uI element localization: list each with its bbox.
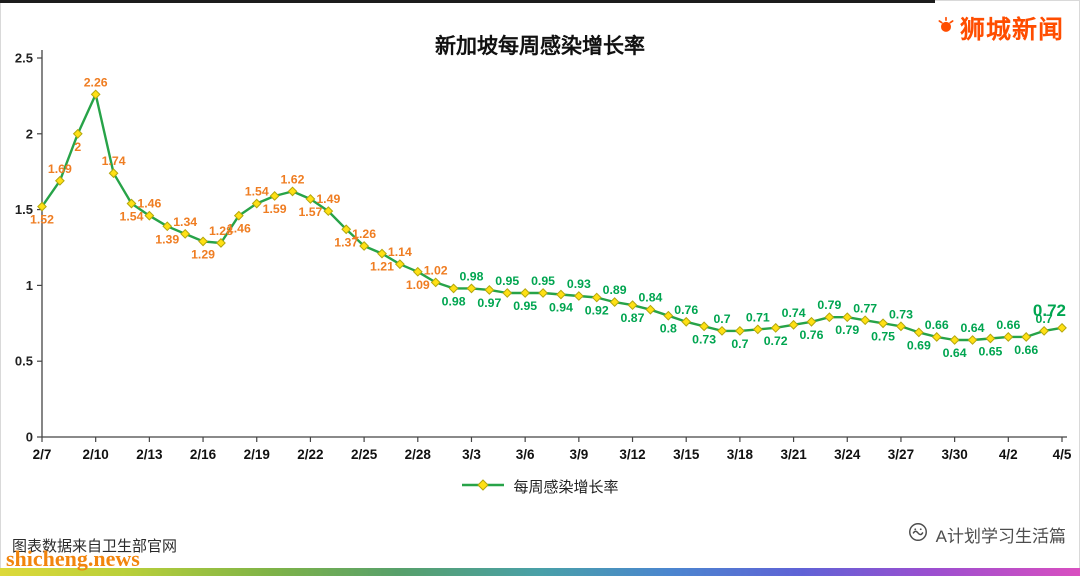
svg-text:1.5: 1.5: [15, 202, 33, 217]
svg-text:3/18: 3/18: [727, 447, 754, 462]
svg-text:2/25: 2/25: [351, 447, 378, 462]
svg-text:2/19: 2/19: [244, 447, 270, 462]
svg-text:2/13: 2/13: [136, 447, 163, 462]
svg-text:3/6: 3/6: [516, 447, 535, 462]
svg-text:1.28: 1.28: [209, 224, 233, 238]
svg-text:0.79: 0.79: [835, 323, 859, 337]
svg-text:0.92: 0.92: [585, 304, 609, 318]
brand-text: 狮城新闻: [959, 16, 1064, 44]
svg-text:2: 2: [74, 140, 81, 154]
wechat-watermark: A计划学习生活篇: [907, 521, 1066, 548]
svg-text:0.95: 0.95: [531, 274, 555, 288]
brand-logo: 狮城新闻: [936, 10, 1064, 46]
svg-text:2/7: 2/7: [33, 447, 52, 462]
chart-title: 新加坡每周感染增长率: [435, 35, 645, 59]
svg-text:1.74: 1.74: [102, 154, 126, 168]
svg-text:2/16: 2/16: [190, 447, 217, 462]
wechat-icon: [907, 521, 929, 548]
svg-text:0.76: 0.76: [674, 303, 698, 317]
svg-text:0: 0: [26, 430, 33, 445]
shicheng-watermark: shicheng.news: [6, 546, 140, 571]
svg-text:1.02: 1.02: [424, 263, 448, 277]
top-border-strip: [0, 0, 935, 3]
svg-text:0.74: 0.74: [782, 306, 806, 320]
svg-text:1.37: 1.37: [334, 235, 358, 249]
svg-text:1.39: 1.39: [155, 232, 179, 246]
legend-marker-icon: [461, 478, 505, 495]
svg-text:1.62: 1.62: [281, 172, 305, 186]
svg-text:0.71: 0.71: [746, 310, 770, 324]
bottom-gradient-strip: [0, 568, 1080, 576]
svg-text:0.65: 0.65: [978, 344, 1002, 358]
svg-text:4/5: 4/5: [1053, 447, 1072, 462]
svg-text:1.21: 1.21: [370, 260, 394, 274]
svg-text:0.95: 0.95: [513, 299, 537, 313]
svg-text:2/10: 2/10: [83, 447, 109, 462]
svg-text:0.64: 0.64: [961, 321, 985, 335]
svg-text:0.94: 0.94: [549, 300, 573, 314]
lion-icon: [936, 14, 956, 43]
svg-text:0.77: 0.77: [853, 301, 877, 315]
svg-text:3/30: 3/30: [941, 447, 967, 462]
svg-text:0.97: 0.97: [477, 296, 501, 310]
svg-text:2/22: 2/22: [297, 447, 323, 462]
svg-text:0.98: 0.98: [460, 269, 484, 283]
svg-text:0.5: 0.5: [15, 354, 33, 369]
svg-text:0.95: 0.95: [495, 274, 519, 288]
svg-text:0.66: 0.66: [925, 318, 949, 332]
source-note: 图表数据来自卫生部官网: [12, 538, 178, 555]
svg-text:0.72: 0.72: [764, 334, 788, 348]
legend: 每周感染增长率: [0, 476, 1080, 497]
svg-text:1.34: 1.34: [173, 215, 197, 229]
svg-text:0.8: 0.8: [660, 322, 677, 336]
svg-text:0.73: 0.73: [889, 307, 913, 321]
svg-text:0.69: 0.69: [907, 338, 931, 352]
svg-text:0.7: 0.7: [713, 312, 730, 326]
svg-text:1.54: 1.54: [120, 210, 144, 224]
svg-text:1.46: 1.46: [227, 222, 251, 236]
svg-text:1.09: 1.09: [406, 278, 430, 292]
svg-text:0.76: 0.76: [800, 328, 824, 342]
svg-text:3/9: 3/9: [569, 447, 588, 462]
svg-text:2: 2: [26, 126, 33, 141]
svg-text:1.52: 1.52: [30, 213, 54, 227]
wechat-account-name: A计划学习生活篇: [935, 527, 1066, 546]
svg-text:3/24: 3/24: [834, 447, 861, 462]
legend-label: 每周感染增长率: [513, 479, 619, 496]
svg-text:0.79: 0.79: [817, 298, 841, 312]
svg-text:0.66: 0.66: [996, 318, 1020, 332]
svg-text:0.7: 0.7: [1036, 312, 1053, 326]
svg-text:1.14: 1.14: [388, 245, 412, 259]
svg-text:0.7: 0.7: [731, 337, 748, 351]
svg-text:0.64: 0.64: [943, 346, 967, 360]
svg-text:4/2: 4/2: [999, 447, 1018, 462]
svg-text:2.26: 2.26: [84, 75, 108, 89]
svg-text:0.66: 0.66: [1014, 343, 1038, 357]
svg-text:3/21: 3/21: [780, 447, 807, 462]
svg-text:0.73: 0.73: [692, 332, 716, 346]
svg-text:3/15: 3/15: [673, 447, 700, 462]
svg-text:3/3: 3/3: [462, 447, 481, 462]
svg-text:0.87: 0.87: [621, 311, 645, 325]
svg-text:0.84: 0.84: [638, 291, 662, 305]
svg-text:1.29: 1.29: [191, 247, 215, 261]
svg-text:2/28: 2/28: [405, 447, 432, 462]
svg-text:0.89: 0.89: [603, 283, 627, 297]
svg-text:1.46: 1.46: [137, 197, 161, 211]
svg-text:0.75: 0.75: [871, 329, 895, 343]
svg-text:3/27: 3/27: [888, 447, 914, 462]
svg-text:3/12: 3/12: [619, 447, 645, 462]
svg-text:1.69: 1.69: [48, 162, 72, 176]
svg-text:1: 1: [26, 278, 33, 293]
svg-text:0.72: 0.72: [1033, 301, 1066, 320]
svg-text:1.54: 1.54: [245, 185, 269, 199]
svg-text:2.5: 2.5: [15, 51, 33, 66]
svg-text:1.57: 1.57: [298, 205, 322, 219]
svg-text:0.98: 0.98: [442, 294, 466, 308]
svg-text:1.26: 1.26: [352, 227, 376, 241]
svg-text:1.59: 1.59: [263, 202, 287, 216]
svg-text:0.93: 0.93: [567, 277, 591, 291]
svg-text:1.49: 1.49: [316, 192, 340, 206]
